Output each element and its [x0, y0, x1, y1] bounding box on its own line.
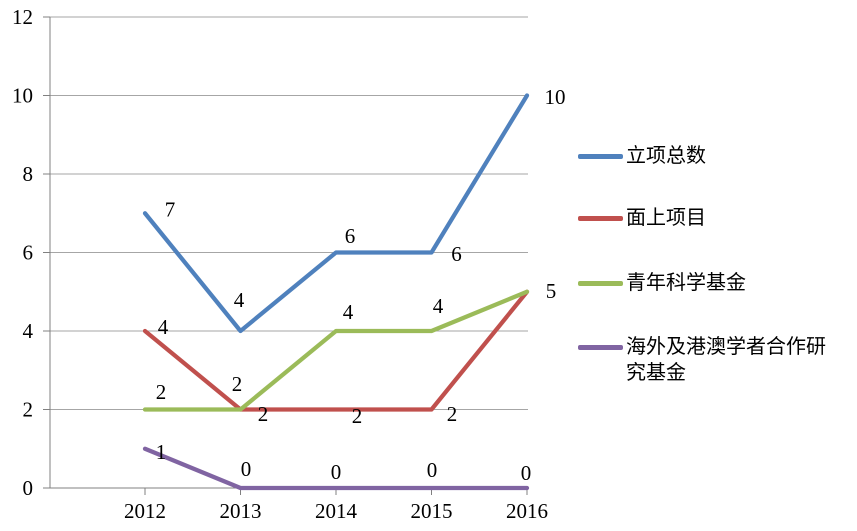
- series-line-3: [142, 446, 530, 491]
- legend-label: 青年科学基金: [626, 272, 746, 294]
- data-label: 0: [241, 457, 252, 481]
- data-label: 2: [258, 402, 269, 426]
- y-tick-label: 0: [23, 476, 34, 500]
- data-label: 2: [447, 402, 458, 426]
- data-label: 7: [165, 197, 176, 221]
- x-tick-label: 2015: [411, 499, 453, 523]
- y-tick-label: 10: [12, 84, 33, 108]
- legend-swatch-line-blue: [578, 154, 623, 159]
- data-label: 4: [158, 315, 169, 339]
- y-tick-label: 6: [23, 241, 34, 265]
- legend-item-general-program: 面上项目: [578, 205, 834, 231]
- data-label: 0: [427, 458, 438, 482]
- data-label: 10: [545, 85, 566, 109]
- data-label: 6: [345, 224, 356, 248]
- y-tick-label: 8: [23, 162, 34, 186]
- data-label: 4: [343, 300, 354, 324]
- x-tick-label: 2013: [220, 499, 262, 523]
- legend-swatch-line-green: [578, 281, 623, 286]
- series-line-1: [142, 289, 530, 412]
- legend-label: 立项总数: [626, 145, 706, 167]
- data-label: 5: [546, 279, 557, 303]
- y-tick-label: 2: [23, 398, 34, 422]
- data-label: 2: [156, 380, 167, 404]
- legend-swatch-line-red: [578, 216, 623, 221]
- data-label: 4: [433, 294, 444, 318]
- data-label: 0: [331, 460, 342, 484]
- data-label: 1: [156, 440, 167, 464]
- legend-label: 面上项目: [626, 207, 706, 229]
- data-label: 0: [521, 461, 532, 485]
- data-label: 2: [352, 404, 363, 428]
- x-tick-label: 2016: [506, 499, 548, 523]
- x-tick-label: 2014: [315, 499, 358, 523]
- series-line-2: [142, 289, 530, 412]
- data-label: 2: [232, 372, 243, 396]
- series-line-0: [142, 93, 530, 334]
- legend-item-youth-fund: 青年科学基金: [578, 270, 834, 296]
- x-tick-label: 2012: [124, 499, 166, 523]
- data-label: 4: [234, 288, 245, 312]
- legend-swatch-line-purple: [578, 345, 623, 350]
- legend-label: 海外及港澳学者合作研究基金: [626, 336, 826, 384]
- y-tick-label: 4: [23, 319, 34, 343]
- legend-item-overseas-fund: 海外及港澳学者合作研究基金: [578, 334, 834, 386]
- y-tick-label: 12: [12, 5, 33, 29]
- data-label: 6: [451, 242, 462, 266]
- chart-legend: 立项总数 面上项目 青年科学基金 海外及港澳学者合作研究基金: [578, 0, 857, 531]
- legend-item-total: 立项总数: [578, 143, 834, 169]
